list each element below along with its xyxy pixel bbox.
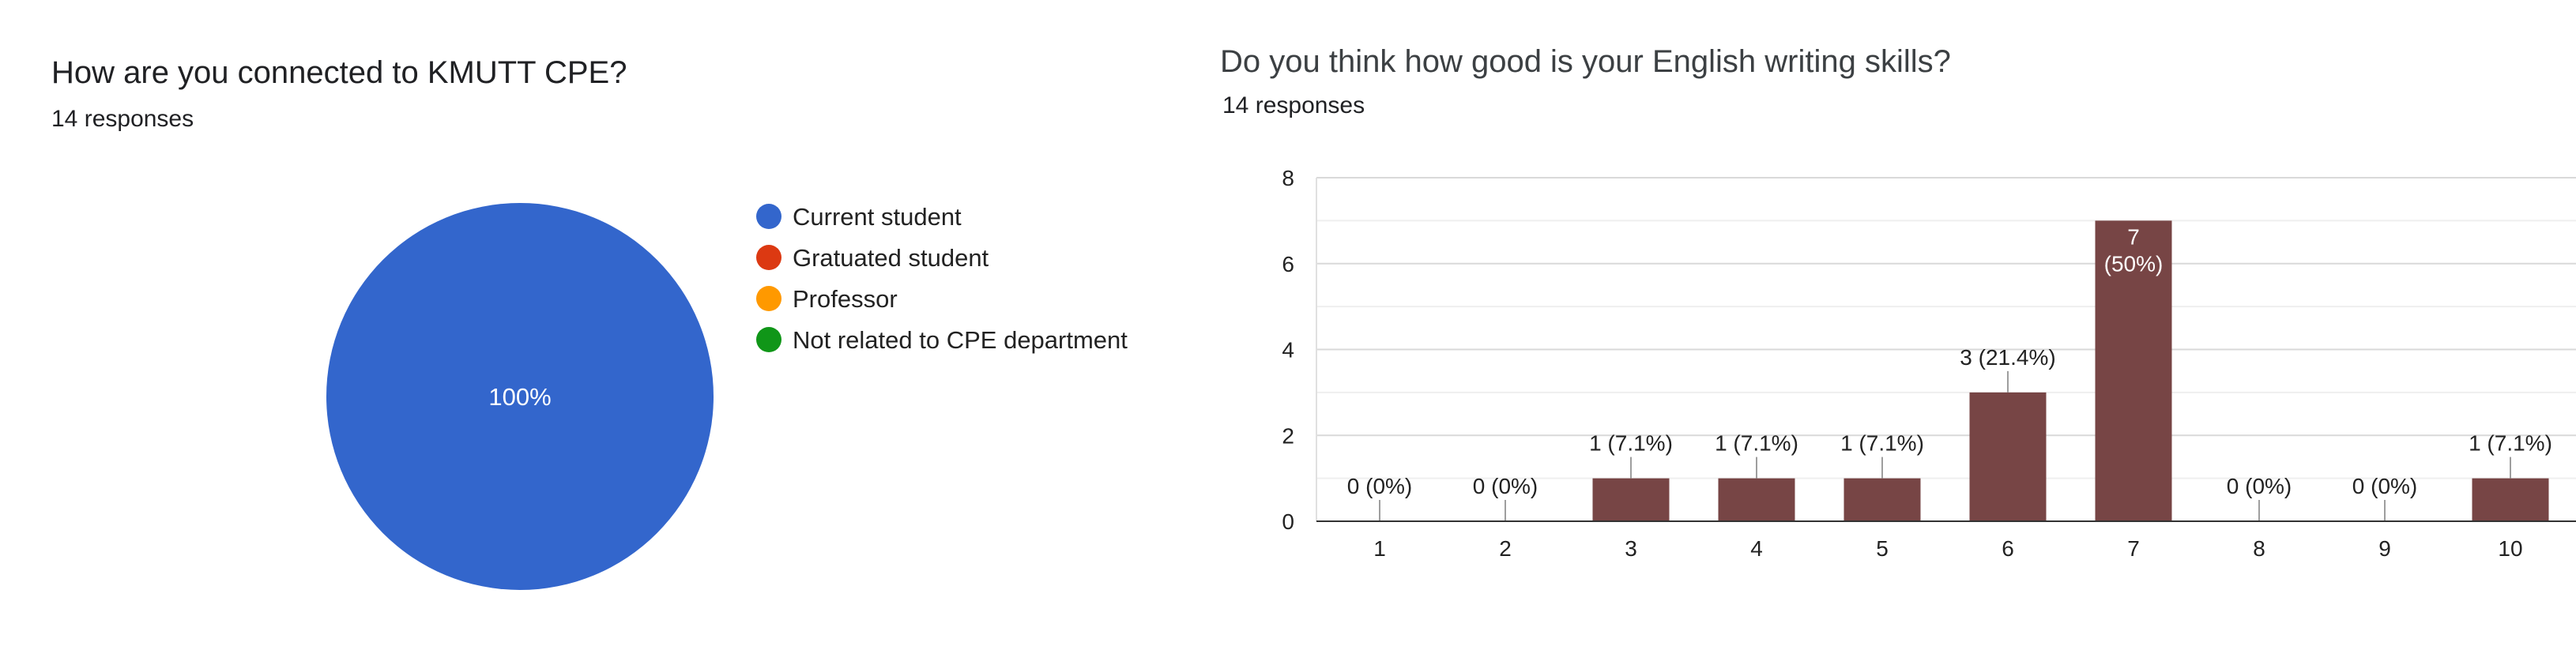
bar [1718,478,1795,521]
pie-response-count: 14 responses [51,106,194,132]
y-tick-label: 0 [1282,509,1294,534]
bar-chart-panel: Do you think how good is your English wr… [1185,0,2576,665]
legend-marker-icon [756,204,781,229]
data-label: 1 (7.1%) [2469,431,2552,456]
x-tick-label: 1 [1373,536,1386,561]
data-label: 0 (0%) [2227,474,2292,498]
legend-label: Current student [793,203,962,231]
data-label: 1 (7.1%) [1840,431,1924,456]
data-label: 7 (50%) [2104,224,2164,276]
bar-response-count: 14 responses [1222,92,1365,118]
legend-label: Professor [793,285,898,313]
y-tick-label: 4 [1282,338,1294,363]
x-tick-label: 9 [2378,536,2391,561]
y-tick-label: 6 [1282,252,1294,276]
x-tick-label: 7 [2127,536,2140,561]
legend-marker-icon [756,327,781,352]
x-tick-label: 5 [1876,536,1889,561]
legend-marker-icon [756,245,781,270]
x-tick-label: 2 [1499,536,1512,561]
bar-chart-title: Do you think how good is your English wr… [1220,44,1951,79]
y-tick-label: 8 [1282,166,1294,190]
legend-label: Gratuated student [793,244,989,272]
bar [2472,478,2549,521]
pie-chart: 100% Current student Gratuated student Prof… [326,203,1128,590]
data-label: 3 (21.4%) [1960,345,2055,370]
bar [2095,220,2172,521]
pie-slice-label: 100% [488,383,551,411]
x-tick-label: 8 [2253,536,2265,561]
pie-chart-panel: How are you connected to KMUTT CPE? 14 r… [0,0,1185,665]
data-label: 0 (0%) [2352,474,2417,498]
y-tick-label: 2 [1282,423,1294,448]
bar [1592,478,1670,521]
x-tick-label: 4 [1750,536,1763,561]
pie-slice [326,203,714,590]
bar [1969,392,2047,521]
x-tick-label: 10 [2498,536,2522,561]
data-label: 0 (0%) [1473,474,1538,498]
legend-label: Not related to CPE department [793,326,1128,354]
x-tick-label: 3 [1625,536,1637,561]
x-tick-label: 6 [2002,536,2014,561]
data-label: 1 (7.1%) [1715,431,1798,456]
pie-chart-title: How are you connected to KMUTT CPE? [51,55,627,90]
data-label: 1 (7.1%) [1589,431,1673,456]
bar [1843,478,1921,521]
data-label: 0 (0%) [1347,474,1412,498]
legend-marker-icon [756,286,781,311]
